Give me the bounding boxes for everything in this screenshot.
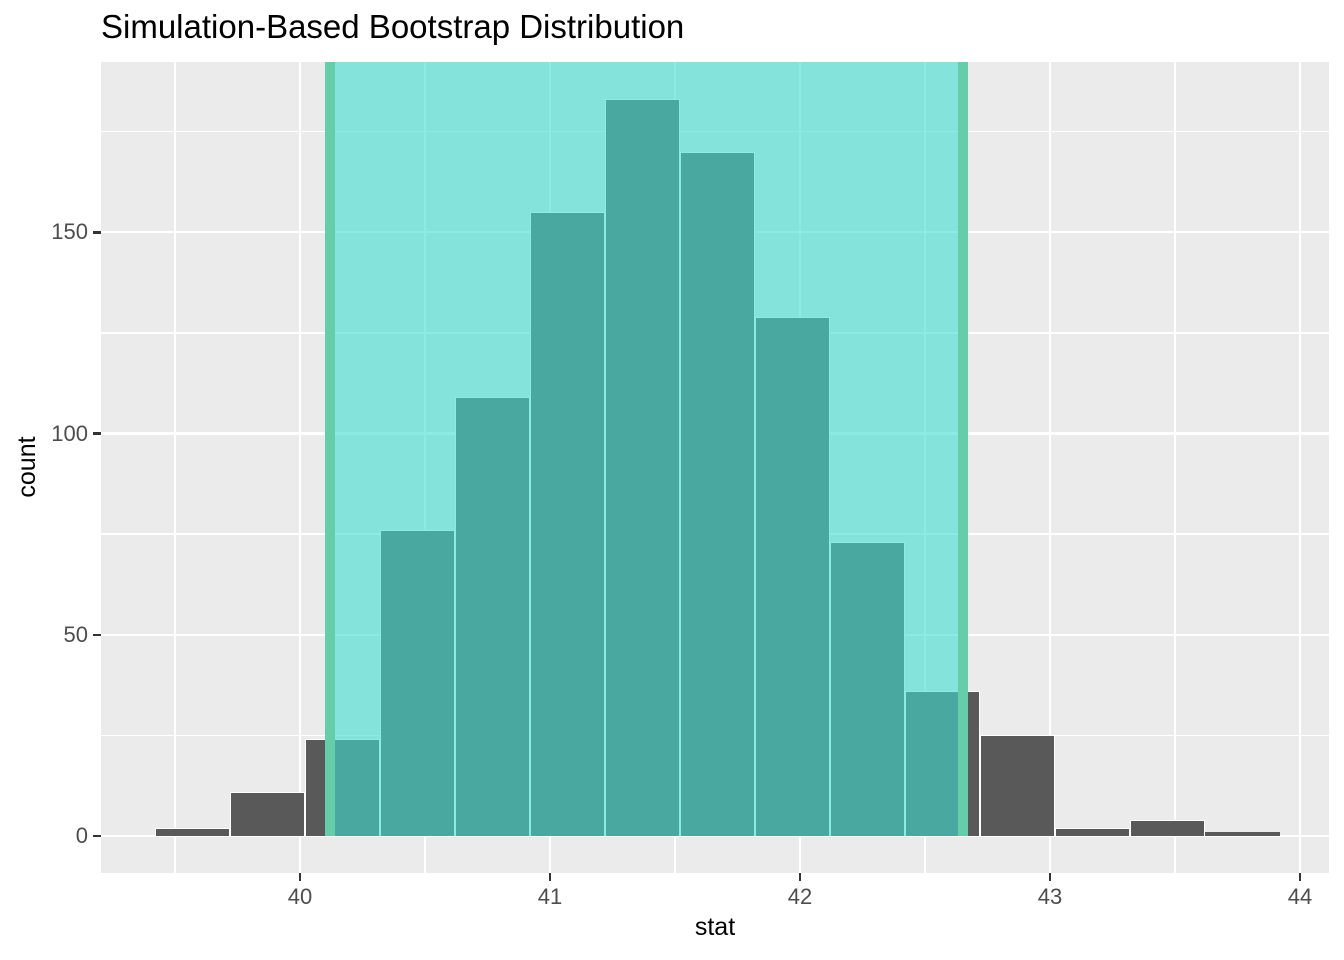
confidence-interval-shade	[330, 62, 963, 836]
x-tick-label: 42	[787, 884, 813, 909]
y-axis-tick-mark	[93, 231, 101, 234]
y-tick-label: 100	[51, 420, 88, 446]
gridline-minor-vertical	[174, 62, 176, 873]
histogram-bar	[980, 735, 1055, 836]
x-axis-tick-mark	[1048, 873, 1052, 881]
y-axis-tick-mark	[93, 834, 101, 838]
gridline-minor-vertical	[1174, 62, 1176, 873]
gridline-major-vertical	[298, 62, 302, 873]
plot-title: Simulation-Based Bootstrap Distribution	[101, 8, 685, 45]
x-tick-label: 44	[1287, 884, 1313, 909]
y-tick-label: 150	[51, 219, 88, 245]
histogram-bar	[230, 791, 305, 836]
y-tick-label: 0	[75, 823, 88, 848]
y-axis-tick-mark	[93, 633, 101, 636]
gridline-major-vertical	[1298, 62, 1302, 873]
histogram-bar	[1130, 819, 1205, 836]
x-axis-tick-mark	[298, 873, 302, 881]
gridline-major-vertical	[1048, 62, 1052, 873]
y-axis-tick-mark	[93, 432, 101, 435]
ci-lower-line	[325, 62, 335, 836]
x-tick-label: 43	[1037, 884, 1063, 909]
y-axis-title: count	[13, 436, 41, 498]
x-axis-title: stat	[694, 913, 736, 941]
ci-upper-line	[957, 62, 968, 836]
histogram-bar	[1055, 827, 1130, 836]
plot-panel	[101, 62, 1329, 873]
x-axis-tick-mark	[548, 873, 552, 881]
x-tick-label: 40	[287, 884, 313, 909]
x-axis-tick-mark	[1298, 873, 1302, 881]
x-tick-label: 41	[537, 884, 563, 909]
y-tick-label: 50	[63, 621, 88, 647]
histogram-bar	[155, 827, 230, 836]
x-axis-tick-mark	[798, 873, 802, 881]
histogram-bar	[1205, 831, 1280, 836]
